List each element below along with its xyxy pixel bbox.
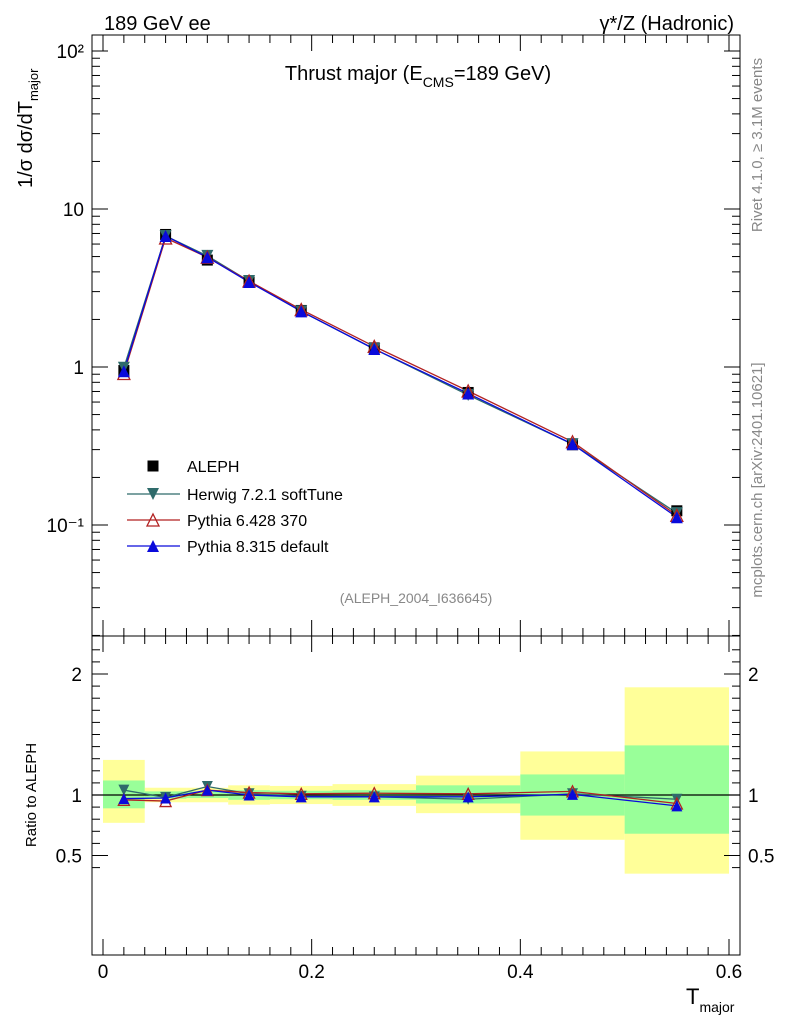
analysis-label: (ALEPH_2004_I636645): [340, 590, 493, 606]
main-y-axis-label: 1/σ dσ/dTmajor: [15, 68, 41, 188]
main-point-pythia8: [117, 365, 130, 378]
ratio-point-pythia8: [201, 784, 213, 796]
main-point-pythia8: [159, 229, 172, 242]
header-right-label: γ*/Z (Hadronic): [600, 13, 734, 35]
main-point-pythia8: [670, 511, 683, 524]
ratio-y-tick-label: 0.5: [56, 847, 82, 868]
ratio-point-pythia8: [567, 788, 578, 800]
x-axis-label: Tmajor: [686, 984, 735, 1015]
legend-marker-herwig: [147, 488, 159, 500]
ratio-band-inner: [624, 745, 729, 834]
x-tick-label: 0.2: [298, 962, 324, 983]
ratio-point-pythia8: [368, 791, 380, 803]
legend-marker-pythia6: [145, 512, 161, 527]
ratio-panel: 0.5 0.5 1 1 2 2 0 0.2 0.4 0.6: [56, 635, 774, 983]
legend-marker-aleph: [147, 460, 159, 472]
x-tick-label: 0: [98, 962, 109, 983]
ratio-point-pythia8: [462, 791, 474, 803]
x-axis-label-text: T: [686, 984, 699, 1009]
legend-label-pythia6: Pythia 6.428 370: [187, 513, 307, 530]
main-y-tick-label: 1: [73, 358, 84, 379]
x-tick-label: 0.6: [716, 962, 742, 983]
main-point-pythia8: [243, 276, 256, 289]
main-point-pythia8: [462, 387, 475, 400]
main-y-tick-label: 10²: [57, 42, 84, 63]
legend-marker-pythia8: [147, 540, 159, 552]
main-point-pythia8: [368, 342, 381, 355]
main-point-pythia8: [201, 251, 214, 264]
main-y-tick-label: 10: [63, 200, 84, 221]
ratio-point-herwig: [118, 784, 130, 796]
main-title-tail: =189 GeV): [454, 63, 551, 85]
legend-label-pythia8: Pythia 8.315 default: [187, 539, 329, 556]
main-y-tick-label: 10⁻¹: [47, 516, 85, 537]
x-axis-label-subscript: major: [699, 999, 734, 1015]
main-point-pythia8: [295, 305, 308, 318]
ratio-point-pythia8: [118, 793, 130, 805]
legend-label-herwig: Herwig 7.2.1 softTune: [187, 487, 343, 504]
ratio-y-axis-label: Ratio to ALEPH: [23, 743, 40, 847]
main-point-pythia8: [566, 438, 579, 451]
main-title: Thrust major (ECMS=189 GeV): [285, 63, 551, 90]
legend: ALEPH Herwig 7.2.1 softTune Pythia 6.428 3…: [127, 459, 343, 556]
rivet-version-label: Rivet 4.1.0, ≥ 3.1M events: [749, 58, 766, 232]
mcplots-source-label: mcplots.cern.ch [arXiv:2401.10621]: [749, 362, 766, 597]
main-title-text: Thrust major (E: [285, 63, 423, 85]
legend-label-aleph: ALEPH: [187, 459, 239, 476]
ratio-point-pythia8: [295, 791, 307, 803]
ratio-y-tick-label-right: 0.5: [748, 847, 774, 868]
ratio-point-pythia8: [160, 792, 172, 804]
ratio-y-tick-label-right: 2: [748, 665, 759, 686]
main-y-axis-label-text: 1/σ dσ/dT: [15, 101, 37, 188]
header-left-label: 189 GeV ee: [104, 13, 211, 35]
ratio-y-tick-label-right: 1: [748, 786, 759, 807]
main-panel: 10² 10 1 10⁻¹: [47, 34, 741, 637]
ratio-y-tick-label: 2: [71, 665, 82, 686]
ratio-y-tick-label: 1: [71, 786, 82, 807]
main-title-subscript: CMS: [423, 74, 454, 90]
main-y-axis-label-subscript: major: [26, 68, 41, 101]
ratio-point-pythia8: [671, 800, 683, 812]
ratio-point-pythia8: [243, 789, 255, 801]
x-tick-label: 0.4: [507, 962, 534, 983]
